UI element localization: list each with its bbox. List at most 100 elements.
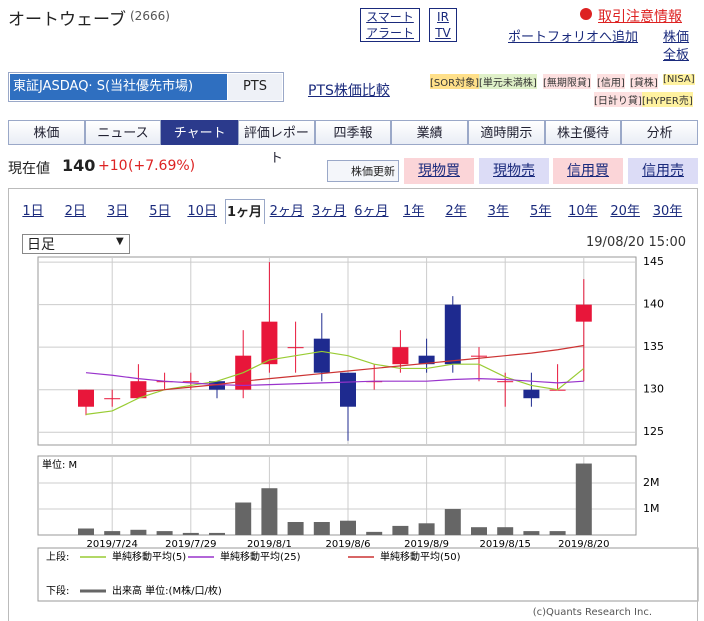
candle-body xyxy=(78,389,94,407)
stock-name: オートウェーブ xyxy=(8,10,126,30)
period-tab[interactable]: 3日 xyxy=(106,204,129,219)
y-tick-label: 130 xyxy=(643,383,664,396)
legend-entry: 単純移動平均(5) xyxy=(112,550,186,563)
volume-bar xyxy=(366,531,383,535)
candle-body xyxy=(392,347,409,365)
trade-button[interactable]: 信用買 xyxy=(553,158,623,184)
y-tick-label: 135 xyxy=(643,340,664,353)
candle-body xyxy=(444,304,461,365)
y-tick-label: 140 xyxy=(643,298,664,311)
nav-tab[interactable]: 適時開示 xyxy=(468,120,545,145)
x-tick-label: 2019/7/24 xyxy=(87,539,138,550)
volume-bar xyxy=(313,522,330,535)
select-arrow[interactable]: ▼ xyxy=(116,236,124,247)
candle-body xyxy=(418,355,435,365)
plot-frame xyxy=(37,256,637,446)
period-tab[interactable]: 10日 xyxy=(187,204,217,219)
period-tab[interactable]: 30年 xyxy=(652,204,683,219)
copyright: (c)Quants Research Inc. xyxy=(533,607,652,618)
period-tab[interactable]: 1年 xyxy=(403,204,425,219)
period-tab[interactable]: 1ヶ月 xyxy=(224,199,265,224)
volume-bar xyxy=(444,509,461,535)
price: 140 xyxy=(62,156,96,175)
volume-bar xyxy=(235,502,252,535)
volume-bar xyxy=(130,529,147,535)
ir-text[interactable]: IR xyxy=(437,10,449,24)
refresh-button[interactable]: 株価更新 xyxy=(327,160,399,182)
nav-tab[interactable]: 業績 xyxy=(391,120,468,145)
trade-button[interactable]: 信用売 xyxy=(628,158,698,184)
period-tab[interactable]: 3年 xyxy=(487,204,509,219)
x-tick-label: 2019/8/6 xyxy=(326,539,371,550)
y-tick-label: 2M xyxy=(643,476,660,489)
market-box xyxy=(8,72,284,102)
pts-compare[interactable]: PTS株価比較 xyxy=(308,83,390,99)
ir-text[interactable]: TV xyxy=(435,26,451,40)
x-tick-label: 2019/8/20 xyxy=(558,539,609,550)
period-tab[interactable]: 1日 xyxy=(22,204,44,219)
nav-tab[interactable]: 株価 xyxy=(8,120,85,145)
candle-body xyxy=(497,381,514,383)
nav-tab[interactable]: 分析 xyxy=(621,120,698,145)
caution-icon xyxy=(580,8,592,20)
market-primary[interactable]: 東証JASDAQ· S(当社優先市場) xyxy=(10,74,227,100)
volume-bar xyxy=(78,528,94,535)
nav-tab[interactable]: 評価レポート xyxy=(238,120,315,166)
x-tick-label: 2019/7/29 xyxy=(165,539,216,550)
caution-link[interactable]: 取引注意情報 xyxy=(598,9,682,25)
market-pts[interactable]: PTS xyxy=(228,74,282,100)
legend-entry: 単純移動平均(50) xyxy=(380,550,461,563)
badge: [単元未満株] xyxy=(479,74,537,89)
candle-body xyxy=(209,381,225,390)
period-tab[interactable]: 20年 xyxy=(610,204,640,219)
badge: [HYPER売] xyxy=(642,92,693,107)
period-tab[interactable]: 2日 xyxy=(64,204,86,219)
interval-select[interactable]: 日足 xyxy=(22,234,130,254)
badge: [貸株] xyxy=(630,74,658,89)
x-tick-label: 2019/8/9 xyxy=(404,539,449,550)
period-tab[interactable]: 2ヶ月 xyxy=(269,204,304,219)
badge: [日計り貸] xyxy=(594,92,642,107)
period-tab[interactable]: 3ヶ月 xyxy=(311,204,347,219)
legend-upper: 上段: xyxy=(46,550,69,563)
x-tick-label: 2019/8/15 xyxy=(480,539,531,550)
volume-bar xyxy=(261,488,278,535)
volume-bar xyxy=(340,520,356,535)
volume-bar xyxy=(575,463,592,535)
volume-bar xyxy=(471,527,487,535)
nav-tab[interactable]: 株主優待 xyxy=(544,120,622,145)
volume-bar xyxy=(182,532,199,535)
nav-tab[interactable]: 四季報 xyxy=(314,120,392,145)
alert-text[interactable]: スマート xyxy=(366,10,414,24)
trade-button[interactable]: 現物買 xyxy=(404,158,474,184)
period-tab[interactable]: 5年 xyxy=(529,204,552,219)
ir-button[interactable]: IR TV xyxy=(429,8,457,42)
legend-entry: 出来高 単位:(M株/口/枚) xyxy=(112,584,222,597)
period-tab[interactable]: 10年 xyxy=(568,204,598,219)
volume-bar xyxy=(156,531,173,535)
volume-unit: 単位: M xyxy=(42,458,77,471)
chart-frame xyxy=(8,188,698,621)
period-tab[interactable]: 6ヶ月 xyxy=(354,204,389,219)
period-tab[interactable]: 5日 xyxy=(149,204,171,219)
alert-button[interactable]: スマート アラート xyxy=(360,8,420,42)
timestamp: 19/08/20 15:00 xyxy=(586,235,686,250)
trade-button[interactable]: 現物売 xyxy=(479,158,549,184)
board-link[interactable]: 全板 xyxy=(663,48,690,63)
period-tab[interactable]: 2年 xyxy=(445,204,467,219)
volume-bar xyxy=(549,531,566,535)
nav-tab[interactable]: ニュース xyxy=(84,120,162,145)
legend-lower: 下段: xyxy=(46,584,69,597)
badge: [NISA] xyxy=(663,74,695,85)
portfolio-link[interactable]: ポートフォリオへ追加 xyxy=(508,30,639,45)
price-link[interactable]: 株価 xyxy=(663,30,690,45)
candle-body xyxy=(471,355,487,357)
badge: [SOR対象] xyxy=(430,74,479,89)
nav-tab[interactable]: チャート xyxy=(161,120,238,145)
ma-line xyxy=(85,372,584,387)
y-tick-label: 1M xyxy=(643,502,660,515)
alert-text[interactable]: アラート xyxy=(365,26,414,40)
volume-bar xyxy=(287,522,304,535)
candle-body xyxy=(130,381,147,399)
